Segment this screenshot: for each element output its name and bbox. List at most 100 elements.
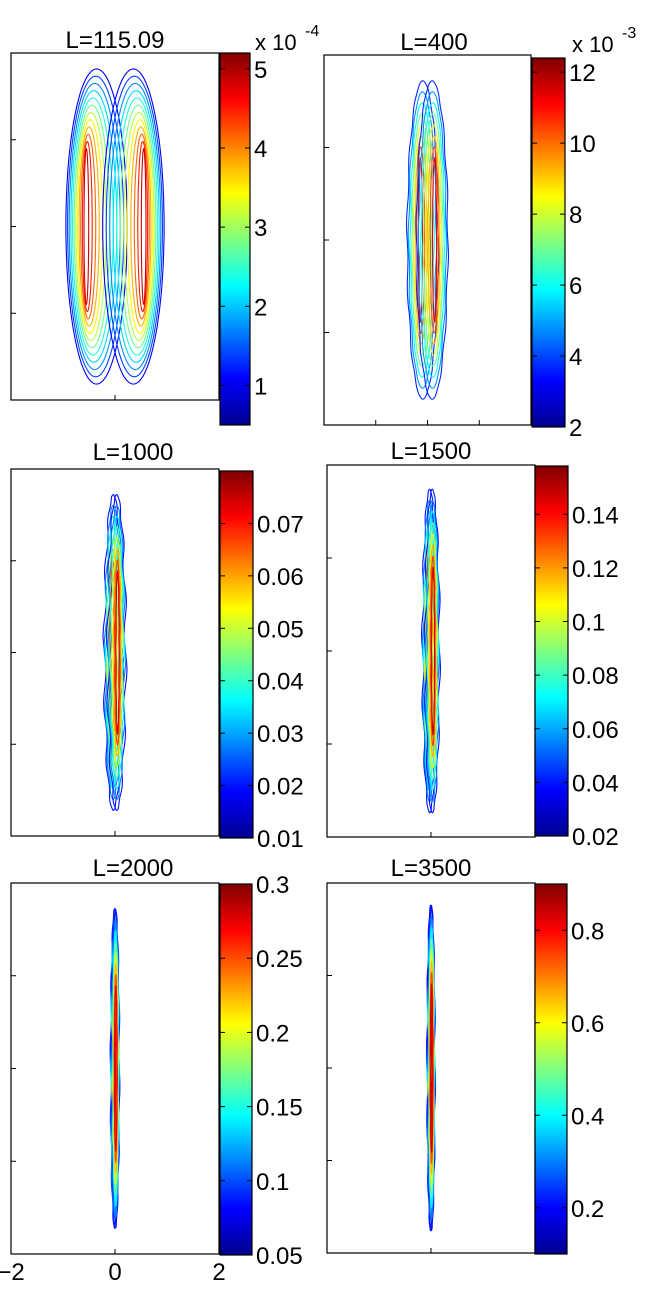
contour-line <box>140 148 147 305</box>
contour-line <box>426 522 439 780</box>
panel-2: L=400 2 4 6 8 10 12 x 10 -3 <box>323 25 636 442</box>
contour-line <box>112 548 122 757</box>
colorbar-tick-label: 0.05 <box>257 616 304 643</box>
colorbar-tick-label: 0.1 <box>256 1169 289 1196</box>
panel-title: L=1500 <box>391 438 472 465</box>
panel-title: L=3500 <box>391 855 472 882</box>
panel-6: L=3500 0.2 0.4 0.6 0.8 <box>326 855 604 1255</box>
colorbar-tick-label: 0.08 <box>572 663 619 690</box>
contour-line <box>427 135 441 345</box>
colorbar-tick-label: 10 <box>569 131 596 158</box>
panel-3: L=1000 0.01 0.02 0.03 0.04 0.05 0.06 0.07 <box>10 439 304 853</box>
colorbar-tick-label: 0.06 <box>572 717 619 744</box>
colorbar <box>219 470 254 839</box>
contour-line <box>104 515 122 790</box>
contour-line <box>83 148 90 305</box>
contour-line <box>431 157 438 323</box>
colorbar-tick-label: 3 <box>254 215 267 242</box>
colorbar-tick-label: 4 <box>254 136 267 163</box>
contour-line <box>428 544 437 758</box>
contour-line <box>75 111 107 342</box>
contour-line <box>137 140 149 313</box>
contour-line <box>429 146 439 334</box>
colorbar-exponent-power: -4 <box>305 23 319 40</box>
colorbar-tick-label: 5 <box>254 57 267 84</box>
colorbar-tick-label: 0.1 <box>572 610 605 637</box>
contour-line <box>65 68 128 385</box>
colorbar-tick-label: 0.05 <box>256 1243 303 1270</box>
colorbar-tick-label: 0.4 <box>571 1103 604 1130</box>
panel-1: L=115.09 1 2 3 4 5x 10 -4 <box>10 23 319 426</box>
contour-line <box>411 113 433 367</box>
contour-line <box>429 555 436 747</box>
colorbar-tick-label: 0.15 <box>256 1095 303 1122</box>
panel-title: L=1000 <box>93 439 174 466</box>
contour-line <box>68 82 121 371</box>
contour-line <box>422 113 444 367</box>
contour-line <box>76 119 104 334</box>
colorbar-tick-label: 2 <box>569 415 582 442</box>
contour-line <box>126 119 154 334</box>
contour-line <box>405 80 440 400</box>
contour-line <box>409 102 435 378</box>
contour-line <box>424 499 441 803</box>
colorbar-tick-label: 6 <box>569 273 582 300</box>
axes-box <box>10 52 220 401</box>
x-tick-label: −2 <box>0 1259 25 1286</box>
contour-line <box>107 504 127 801</box>
colorbar <box>219 883 253 1256</box>
contour-line <box>78 126 100 327</box>
contour-line <box>430 566 436 736</box>
contour-line <box>103 504 123 801</box>
contour-line <box>427 533 438 769</box>
colorbar-tick-label: 0.3 <box>256 872 289 899</box>
contour-line <box>66 75 125 378</box>
contour-line <box>123 111 155 342</box>
contour-line <box>71 97 114 356</box>
colorbar-tick-label: 0.06 <box>257 564 304 591</box>
contour-line <box>113 984 118 1153</box>
contour-line <box>119 104 157 349</box>
colorbar-tick-label: 0.07 <box>257 511 304 538</box>
colorbar <box>534 465 569 837</box>
colorbar-tick-label: 0.12 <box>572 556 619 583</box>
panel-title: L=115.09 <box>66 27 165 54</box>
colorbar <box>531 57 566 428</box>
colorbar-tick-label: 12 <box>569 60 596 87</box>
colorbar-tick-label: 0.02 <box>572 824 619 851</box>
contour-line <box>133 133 150 320</box>
contour-line <box>81 140 93 313</box>
colorbar-tick-label: 0.04 <box>257 669 304 696</box>
colorbar-tick-label: 8 <box>569 202 582 229</box>
colorbar-tick-label: 2 <box>254 294 267 321</box>
contour-line <box>111 537 123 768</box>
contour-line <box>73 104 111 349</box>
colorbar-tick-label: 4 <box>569 344 582 371</box>
colorbar-tick-label: 1 <box>254 373 267 400</box>
axes-box <box>323 54 532 426</box>
contour-line <box>105 75 164 378</box>
x-tick-label: 2 <box>212 1259 225 1286</box>
contour-line <box>114 558 121 746</box>
panel-4: L=1500 0.02 0.04 0.06 0.08 0.1 0.12 0.14 <box>326 438 619 851</box>
colorbar-tick-label: 0.03 <box>257 721 304 748</box>
contour-line <box>424 124 443 356</box>
colorbar-tick-label: 0.14 <box>572 502 619 529</box>
panel-title: L=2000 <box>93 855 174 882</box>
colorbar-tick-label: 0.02 <box>257 774 304 801</box>
colorbar-tick-label: 0.2 <box>256 1020 289 1047</box>
contour-line <box>115 569 120 736</box>
panel-5: L=2000 −2 0 2 0.05 0.1 0.15 0.2 0.25 0.3 <box>0 855 303 1286</box>
x-tick-label: 0 <box>108 1259 121 1286</box>
colorbar <box>534 883 568 1255</box>
contour-line <box>109 82 162 371</box>
colorbar-tick-label: 0.6 <box>571 1011 604 1038</box>
panel-title: L=400 <box>400 29 467 56</box>
colorbar-exponent: x 10 <box>255 30 297 55</box>
contour-line <box>420 102 446 378</box>
contour-line <box>116 97 159 356</box>
contour-line <box>102 68 165 385</box>
contour-line <box>417 91 448 389</box>
colorbar-exponent: x 10 <box>572 32 614 57</box>
